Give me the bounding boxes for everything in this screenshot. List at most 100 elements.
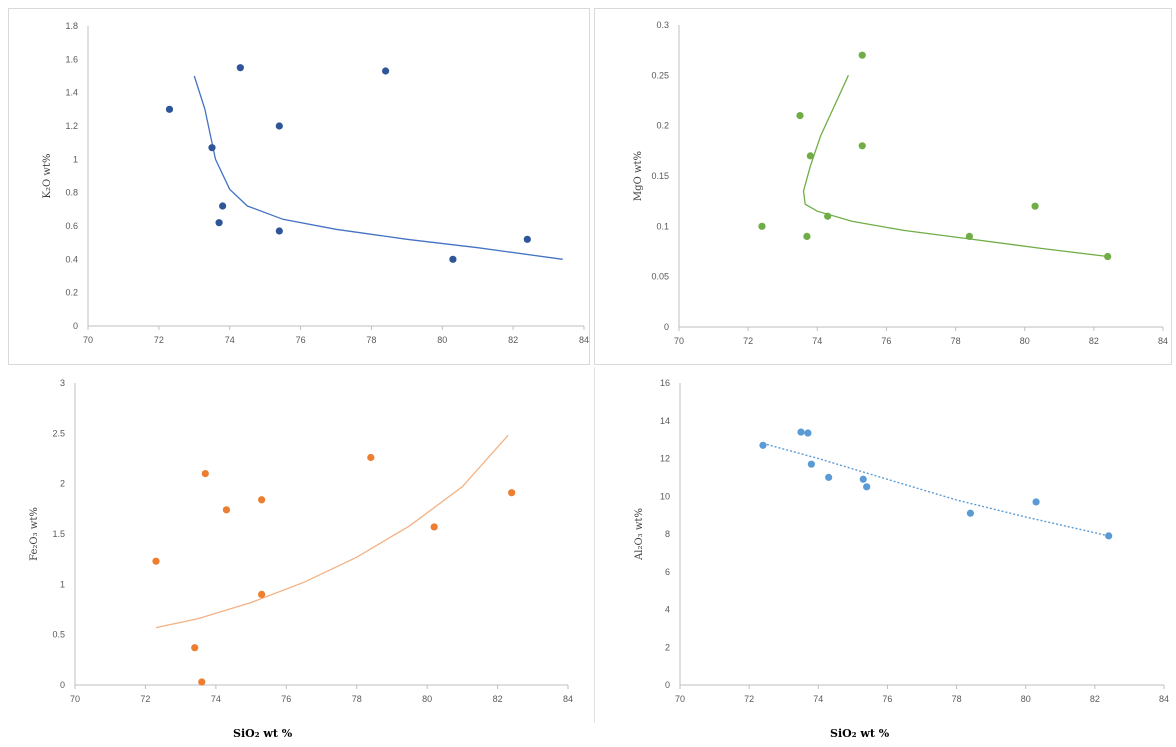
- x-tick-label: 72: [154, 335, 164, 345]
- data-point: [219, 202, 227, 210]
- data-point: [796, 112, 804, 120]
- y-tick-label: 0.05: [651, 272, 669, 282]
- x-tick-label: 70: [70, 694, 80, 704]
- y-tick-label: 0.1: [656, 221, 669, 231]
- y-tick-label: 3: [60, 378, 65, 388]
- mgo-chart-panel: 0 0.05 0.1 0.15 0.2 0.25 0.3 70 72 74 76 78 80 82 84 Mg…: [594, 8, 1172, 365]
- x-tick-label: 76: [296, 335, 306, 345]
- x-tick-label: 80: [422, 694, 432, 704]
- y-tick-label: 4: [665, 605, 670, 615]
- data-point: [1032, 498, 1040, 506]
- data-point: [758, 222, 766, 230]
- data-point: [858, 51, 866, 59]
- data-point: [1104, 252, 1112, 261]
- x-tick-label: 74: [211, 694, 221, 704]
- y-tick-label: 0.25: [651, 70, 669, 80]
- x-tick-label: 74: [225, 335, 235, 345]
- y-tick-label: 0.4: [65, 254, 78, 264]
- y-tick-label: 0.2: [65, 288, 78, 298]
- data-point: [215, 219, 223, 227]
- fe2o3-chart-panel: 0 0.5 1 1.5 2 2.5 3 70 72 74 76 78 80 82 84 Fe₂O₃ wt%: [0, 367, 592, 722]
- x-tick-label: 70: [675, 694, 685, 704]
- x-tick-label: 74: [813, 694, 823, 704]
- y-tick-label: 6: [665, 567, 670, 577]
- x-tick-label: 84: [1159, 694, 1169, 704]
- data-point: [965, 232, 973, 240]
- x-tick-label: 78: [366, 335, 376, 345]
- al2o3-chart: 0 2 4 6 8 10 12 14 16 70 72 74 76 78 80 82 84 Al₂O₃ wt%: [634, 378, 1169, 704]
- trendline: [193, 75, 563, 260]
- data-point: [508, 489, 516, 497]
- y-tick-label: 0.15: [651, 171, 669, 181]
- data-point: [198, 678, 206, 686]
- k2o-chart-panel: 0 0.2 0.4 0.6 0.8 1 1.2 1.4 1.6 1.8 70 72 74 76 78 80 82…: [8, 8, 590, 365]
- x-tick-label: 76: [881, 336, 891, 346]
- y-axis-label: MgO wt%: [633, 151, 644, 201]
- data-point: [191, 644, 199, 652]
- trendline: [802, 75, 1108, 258]
- y-tick-label: 14: [660, 416, 670, 426]
- y-axis-label: Al₂O₃ wt%: [634, 508, 645, 561]
- data-point: [258, 590, 266, 598]
- al2o3-chart-panel: 0 2 4 6 8 10 12 14 16 70 72 74 76 78 80 82 84 Al₂O₃ wt%: [596, 367, 1174, 722]
- y-tick-label: 2.5: [52, 428, 65, 438]
- data-point: [804, 429, 812, 437]
- data-point: [759, 441, 767, 449]
- x-tick-label: 72: [743, 336, 753, 346]
- x-tick-label: 78: [952, 694, 962, 704]
- fe2o3-chart: 0 0.5 1 1.5 2 2.5 3 70 72 74 76 78 80 82 84 Fe₂O₃ wt%: [29, 378, 573, 704]
- y-tick-label: 1: [73, 154, 78, 164]
- y-tick-label: 1.2: [65, 121, 78, 131]
- data-point: [449, 255, 457, 263]
- data-point: [803, 232, 811, 240]
- x-tick-label: 76: [281, 694, 291, 704]
- data-point: [152, 557, 160, 565]
- y-tick-label: 0: [665, 680, 670, 690]
- y-tick-label: 1.5: [52, 529, 65, 539]
- y-tick-label: 0: [60, 680, 65, 690]
- data-point: [1031, 202, 1039, 210]
- x-tick-label: 84: [1158, 336, 1168, 346]
- data-point: [859, 475, 867, 483]
- data-point: [430, 523, 438, 531]
- x-tick-label: 82: [493, 694, 503, 704]
- data-point: [806, 152, 814, 160]
- y-tick-label: 0.5: [52, 630, 65, 640]
- x-tick-label: 78: [951, 336, 961, 346]
- data-point: [858, 142, 866, 150]
- x-tick-label: 72: [140, 694, 150, 704]
- data-point: [523, 235, 531, 243]
- x-tick-label: 80: [437, 335, 447, 345]
- x-tick-label: 74: [812, 336, 822, 346]
- data-point: [824, 212, 832, 220]
- y-tick-label: 0: [664, 322, 669, 332]
- y-tick-label: 0.6: [65, 221, 78, 231]
- data-point: [165, 105, 174, 113]
- x-axis-label-right: SiO₂ wt %: [830, 727, 890, 740]
- data-point: [825, 473, 833, 481]
- x-tick-label: 82: [508, 335, 518, 345]
- y-tick-label: 1.4: [65, 88, 78, 98]
- y-tick-label: 0.8: [65, 188, 78, 198]
- y-tick-label: 2: [60, 479, 65, 489]
- y-tick-label: 0.2: [656, 121, 669, 131]
- y-tick-label: 16: [660, 378, 670, 388]
- data-point: [208, 144, 216, 152]
- x-tick-label: 82: [1089, 336, 1099, 346]
- data-point: [201, 470, 209, 478]
- x-tick-label: 84: [563, 694, 573, 704]
- y-tick-label: 1: [60, 579, 65, 589]
- y-axis-label: K₂O wt%: [42, 154, 53, 199]
- y-tick-label: 1.6: [65, 54, 78, 64]
- data-point: [258, 496, 266, 504]
- x-tick-label: 70: [83, 335, 93, 345]
- data-point: [275, 227, 283, 235]
- data-point: [382, 67, 390, 75]
- y-tick-label: 1.8: [65, 21, 78, 31]
- data-point: [275, 122, 283, 130]
- mgo-chart: 0 0.05 0.1 0.15 0.2 0.25 0.3 70 72 74 76 78 80 82 84 Mg…: [633, 20, 1168, 346]
- y-tick-label: 0: [73, 321, 78, 331]
- data-point: [1105, 532, 1113, 540]
- x-tick-label: 82: [1090, 694, 1100, 704]
- x-tick-label: 80: [1021, 694, 1031, 704]
